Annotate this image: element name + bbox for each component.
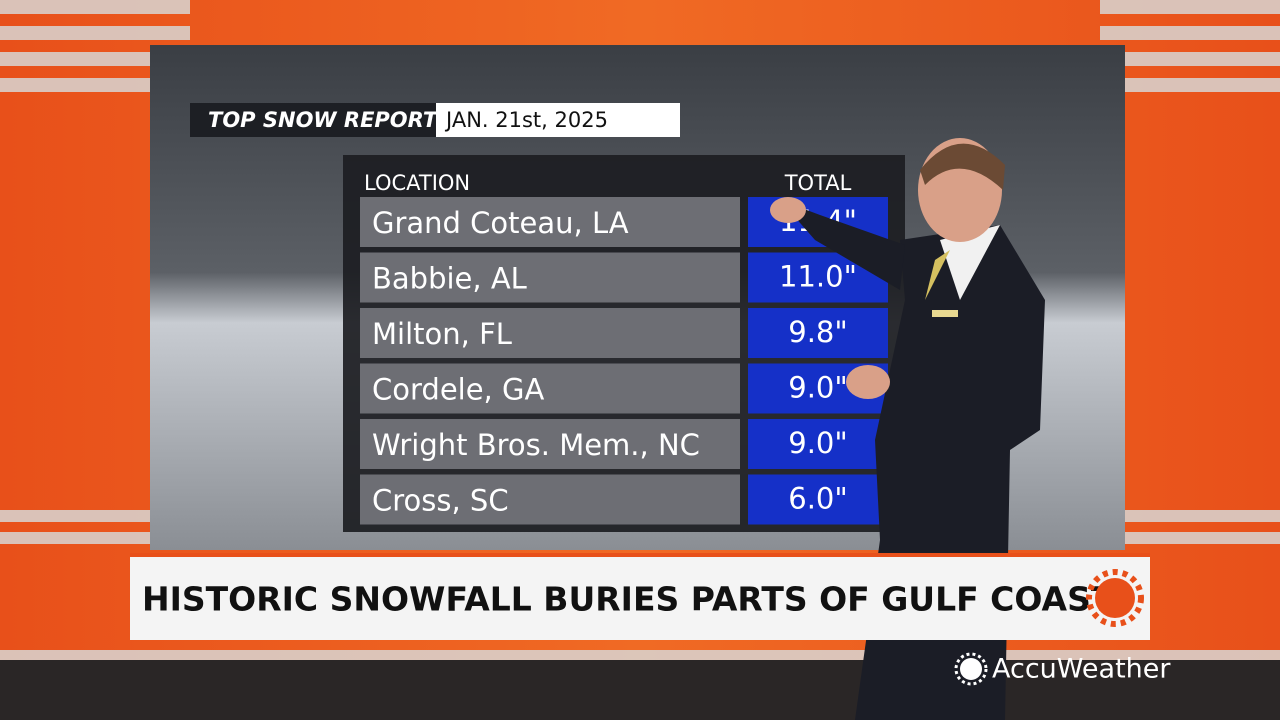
- sun-icon: [1086, 569, 1144, 627]
- location-text: Wright Bros. Mem., NC: [372, 428, 700, 462]
- location-text: Babbie, AL: [372, 262, 527, 296]
- location-cell: [360, 252, 740, 303]
- total-cell: [748, 419, 888, 469]
- headline: HISTORIC SNOWFALL BURIES PARTS OF GULF C…: [142, 580, 1114, 619]
- logo-icon: [954, 652, 988, 686]
- logo-text: AccuWeather: [992, 654, 1171, 685]
- total-cell: [748, 474, 888, 525]
- header-date: JAN. 21st, 2025: [444, 108, 608, 132]
- location-text: Milton, FL: [372, 317, 512, 351]
- column-header: LOCATION: [364, 171, 470, 195]
- floor: [0, 660, 1280, 720]
- total-text: 9.8": [788, 315, 847, 349]
- location-text: Grand Coteau, LA: [372, 206, 629, 240]
- location-text: Cross, SC: [372, 484, 509, 518]
- header-title: TOP SNOW REPORTS: [208, 108, 452, 132]
- location-cell: [360, 363, 740, 414]
- total-text: 9.0": [788, 426, 847, 460]
- location-cell: [360, 308, 740, 358]
- lower-third: [130, 553, 1150, 640]
- lower-third-accent: [130, 553, 1150, 557]
- date-box: [436, 103, 680, 137]
- column-header: TOTAL: [784, 171, 852, 195]
- location-cell: [360, 474, 740, 525]
- total-text: 11.0": [779, 260, 857, 294]
- location-cell: [360, 197, 740, 247]
- total-text: 6.0": [788, 482, 847, 516]
- total-text: 9.0": [788, 371, 847, 405]
- location-cell: [360, 419, 740, 469]
- location-text: Cordele, GA: [372, 373, 544, 407]
- total-cell: [748, 308, 888, 358]
